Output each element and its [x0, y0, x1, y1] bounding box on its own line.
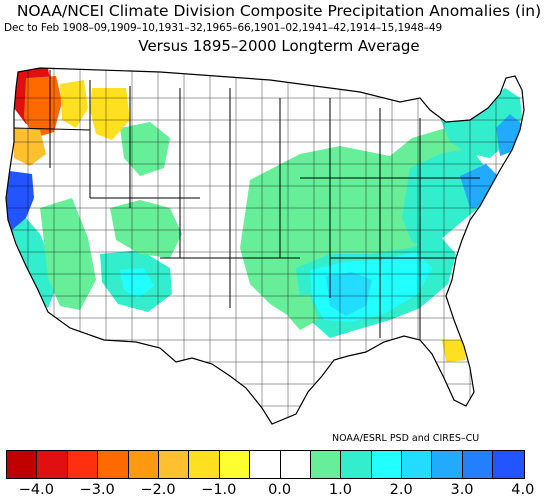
climate-division-grid: [6, 68, 524, 424]
composite-years-subtitle: Dec to Feb 1908–09,1909–10,1931–32,1965–…: [4, 22, 443, 34]
baseline-subtitle: Versus 1895–2000 Longterm Average: [138, 37, 420, 55]
legend-swatch-1: [37, 451, 68, 478]
legend-tick-label: −4.0: [18, 482, 54, 498]
legend-tick-label: 0.0: [268, 482, 292, 498]
map-title: NOAA/NCEI Climate Division Composite Pre…: [16, 2, 542, 20]
legend-tick-label: 4.0: [511, 482, 535, 498]
legend-swatch-7: [219, 451, 251, 478]
legend-tick-label: 2.0: [389, 482, 413, 498]
state-borders: [13, 70, 480, 348]
legend-swatch-0: [7, 451, 38, 478]
legend-swatch-10: [310, 451, 342, 478]
anomaly-florida-dry: [442, 340, 466, 362]
anomaly-texas-panhandle-wet: [288, 294, 318, 330]
legend-tick-label: −1.0: [201, 482, 237, 498]
legend-tick-label: 3.0: [450, 482, 474, 498]
legend-swatch-8: [250, 451, 281, 478]
legend-tick-label: −2.0: [140, 482, 176, 498]
anomaly-montana-wet: [120, 122, 170, 176]
legend-tick-label: 1.0: [328, 482, 352, 498]
color-legend-bar: [6, 450, 525, 479]
data-credit: NOAA/ESRL PSD and CIRES–CU: [332, 433, 480, 444]
legend-swatch-6: [189, 451, 220, 478]
legend-swatch-5: [158, 451, 190, 478]
anomaly-oregon-dry: [14, 128, 46, 166]
legend-swatch-2: [67, 451, 99, 478]
anomaly-california-coast-very-wet: [6, 170, 34, 238]
anomaly-washington-dry: [24, 76, 62, 138]
anomaly-inland-nw-dry: [60, 80, 88, 128]
legend-swatch-14: [432, 451, 463, 478]
anomaly-arizona-very-wet: [120, 268, 154, 298]
us-anomaly-map: [5, 67, 525, 425]
anomaly-idaho-dry: [90, 88, 130, 140]
legend-swatch-4: [128, 451, 159, 478]
legend-tick-label: −3.0: [79, 482, 115, 498]
anomaly-lower-mississippi-wet: [326, 272, 372, 316]
anomaly-colorado-wet: [110, 200, 182, 258]
legend-swatch-15: [462, 451, 494, 478]
color-legend-ticks: −4.0 −3.0 −2.0 −1.0 0.0 1.0 2.0 3.0 4.0: [0, 482, 558, 500]
legend-swatch-3: [98, 451, 129, 478]
legend-swatch-13: [402, 451, 433, 478]
legend-swatch-11: [341, 451, 372, 478]
anomaly-california-wet: [12, 218, 56, 308]
legend-swatch-9: [280, 451, 311, 478]
legend-swatch-16: [493, 451, 524, 478]
legend-swatch-12: [371, 451, 403, 478]
